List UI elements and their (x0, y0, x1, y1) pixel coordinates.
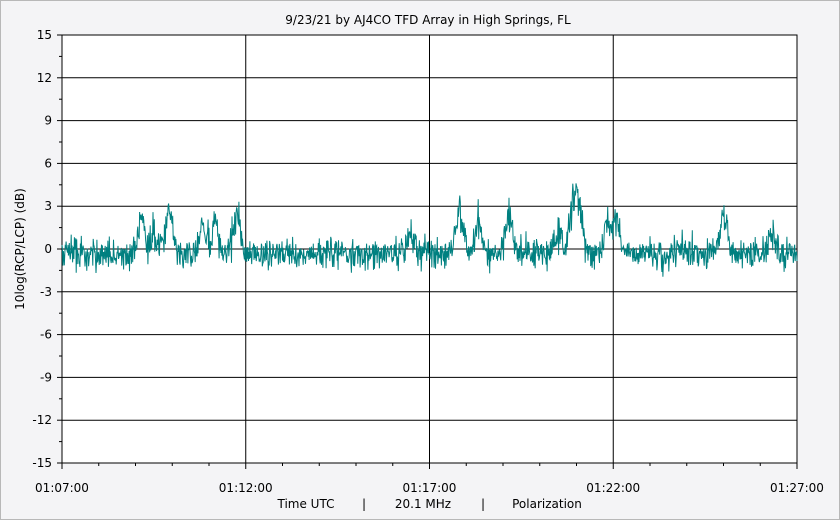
y-tick-label: 0 (44, 242, 52, 256)
x-axis-ticks: 01:07:00 01:12:00 01:17:00 01:22:00 01:27:00 (35, 463, 824, 495)
x-tick-label: 01:17:00 (403, 481, 457, 495)
y-tick-label: -9 (40, 370, 52, 384)
y-tick-label: -12 (32, 413, 52, 427)
footer-text: Polarization (512, 497, 582, 511)
x-axis-footer: Time UTC | 20.1 MHz | Polarization (277, 497, 582, 511)
y-tick-label: 3 (44, 199, 52, 213)
x-tick-label: 01:22:00 (586, 481, 640, 495)
y-axis-label: 10log(RCP/LCP) (dB) (13, 188, 27, 310)
footer-text: 20.1 MHz (395, 497, 451, 511)
series-line (61, 183, 798, 277)
y-tick-label: -3 (40, 285, 52, 299)
y-tick-label: -15 (32, 456, 52, 470)
y-axis-ticks: 15 12 9 6 3 0 -3 -6 -9 -12 -15 (32, 28, 62, 470)
y-tick-label: 6 (44, 156, 52, 170)
footer-text: | (481, 497, 485, 511)
footer-text: Time UTC (277, 497, 335, 511)
y-tick-label: 15 (37, 28, 52, 42)
x-tick-label: 01:07:00 (35, 481, 89, 495)
chart-title: 9/23/21 by AJ4CO TFD Array in High Sprin… (285, 13, 571, 27)
y-tick-label: 9 (44, 114, 52, 128)
y-tick-label: 12 (37, 71, 52, 85)
y-tick-label: -6 (40, 328, 52, 342)
x-tick-label: 01:12:00 (219, 481, 273, 495)
x-tick-label: 01:27:00 (770, 481, 824, 495)
footer-text: | (362, 497, 366, 511)
